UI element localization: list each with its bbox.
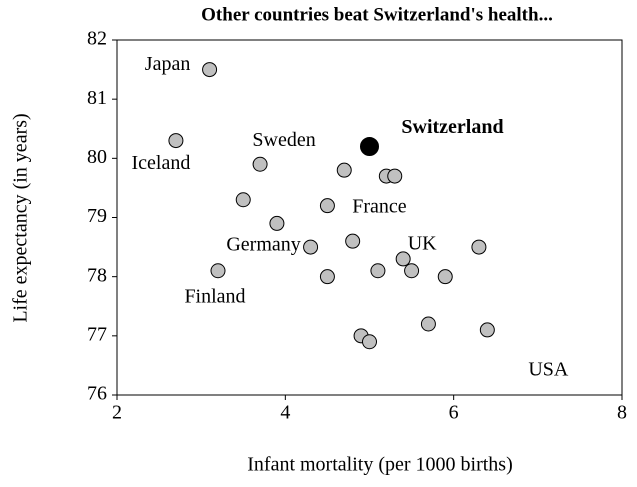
point (360, 137, 379, 156)
point (345, 233, 361, 249)
y-tick-label: 80 (87, 146, 107, 168)
chart-title: Other countries beat Switzerland's healt… (201, 4, 553, 25)
point (336, 162, 352, 178)
point-label: Germany (226, 234, 300, 256)
point (319, 269, 335, 285)
point (479, 322, 495, 338)
point (269, 215, 285, 231)
point (395, 251, 411, 267)
point-label: USA (528, 359, 569, 381)
point-label: Iceland (131, 152, 190, 174)
x-axis-label: Infant mortality (per 1000 births) (247, 454, 513, 476)
y-axis-label: Life expectancy (in years) (10, 113, 32, 322)
point (437, 269, 453, 285)
y-tick-label: 78 (87, 264, 107, 286)
point (404, 263, 420, 279)
point (235, 192, 251, 208)
point (362, 334, 377, 350)
point (370, 263, 386, 279)
y-tick-label: 79 (87, 205, 107, 227)
point-label: France (352, 195, 407, 217)
point (387, 168, 403, 184)
point-label: UK (408, 233, 437, 255)
y-tick-label: 76 (87, 383, 107, 405)
point (319, 198, 335, 214)
point-label: Sweden (252, 129, 315, 151)
y-tick-label: 81 (87, 87, 107, 109)
point-label: Switzerland (401, 116, 503, 138)
point (202, 62, 218, 78)
point (252, 156, 268, 172)
x-tick-label: 6 (449, 402, 459, 424)
point (168, 133, 184, 149)
x-tick-label: 4 (280, 402, 290, 424)
point-label: Japan (145, 53, 191, 75)
point (210, 263, 226, 279)
point (303, 239, 319, 255)
point (420, 316, 436, 332)
y-tick-label: 77 (87, 323, 107, 345)
x-tick-label: 2 (112, 402, 122, 424)
x-tick-label: 8 (617, 402, 627, 424)
point (471, 239, 487, 255)
point-label: Finland (184, 285, 245, 307)
y-tick-label: 82 (87, 28, 107, 50)
